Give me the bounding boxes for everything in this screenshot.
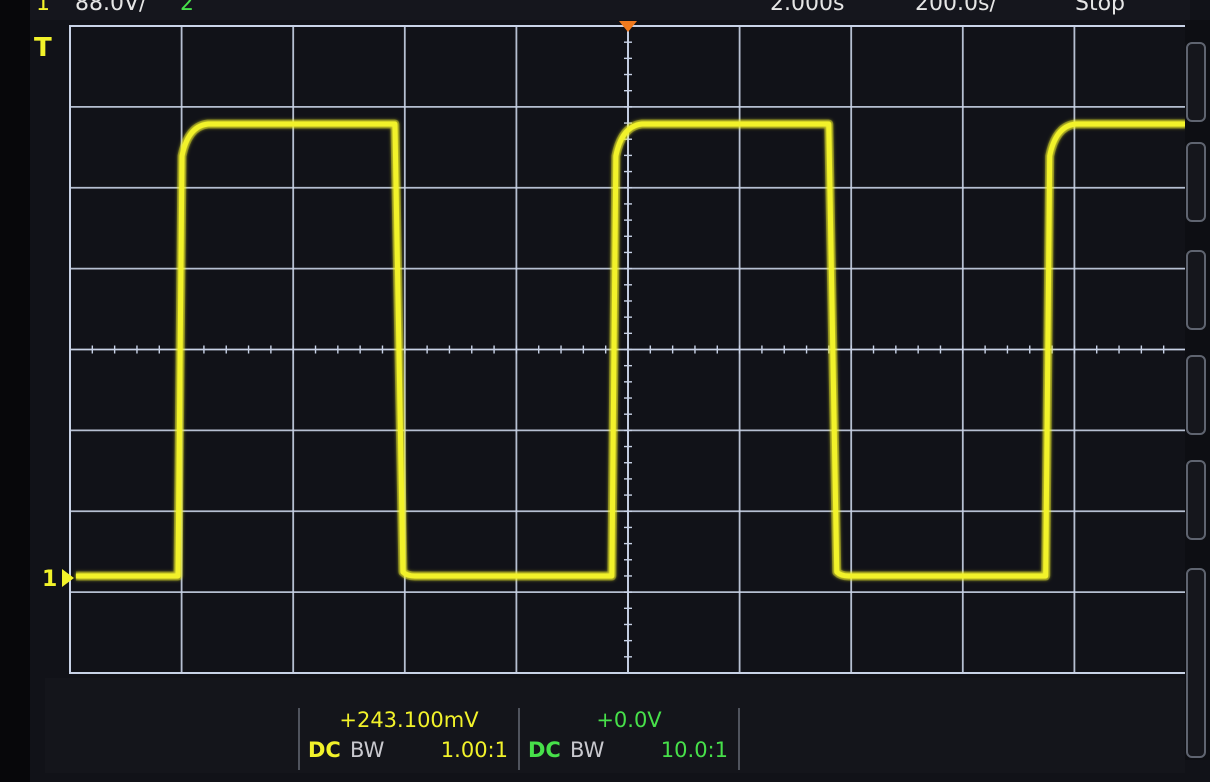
screen-bezel	[0, 0, 30, 782]
markers: T1	[34, 21, 637, 592]
softkey-6[interactable]	[1186, 568, 1206, 758]
softkey-1[interactable]	[1186, 42, 1206, 122]
ch1-ground-arrow-icon	[62, 569, 74, 587]
ch1-trace-line	[76, 121, 1186, 579]
time-per-div[interactable]: 2.000s	[770, 0, 845, 16]
softkey-4[interactable]	[1186, 355, 1206, 435]
ch1-info[interactable]: +243.100mV DC BW 1.00:1	[298, 708, 520, 770]
trigger-position-marker	[619, 21, 637, 32]
softkey-3[interactable]	[1186, 250, 1206, 330]
ch2-coupling: DC	[528, 738, 561, 762]
status-bar: 1 88.0V/ 2 2.000s 200.0s/ Stop	[30, 0, 1190, 20]
ch1-probe-ratio: 1.00:1	[440, 738, 508, 762]
sample-rate: 200.0s/	[915, 0, 997, 16]
ch1-offset: +243.100mV	[339, 708, 479, 732]
run-status[interactable]: Stop	[1075, 0, 1126, 16]
softkey-2[interactable]	[1186, 142, 1206, 222]
ch2-offset: +0.0V	[596, 708, 662, 732]
ch1-bw-limit: BW	[350, 738, 385, 762]
channel-info-area	[45, 678, 1185, 773]
trigger-level-icon: T	[34, 33, 52, 63]
ch1-ground-marker-icon: 1	[42, 567, 57, 592]
ch1-coupling: DC	[308, 738, 341, 762]
softkey-panel	[1185, 20, 1210, 760]
ch2-bw-limit: BW	[570, 738, 605, 762]
ch2-probe-ratio: 10.0:1	[660, 738, 728, 762]
volts-per-div[interactable]: 88.0V/	[75, 0, 147, 16]
ch1-trace	[76, 119, 1186, 581]
channel2-number[interactable]: 2	[180, 0, 194, 16]
softkey-5[interactable]	[1186, 460, 1206, 540]
channel1-number[interactable]: 1	[36, 0, 50, 16]
ch2-info[interactable]: +0.0V DC BW 10.0:1	[518, 708, 740, 770]
